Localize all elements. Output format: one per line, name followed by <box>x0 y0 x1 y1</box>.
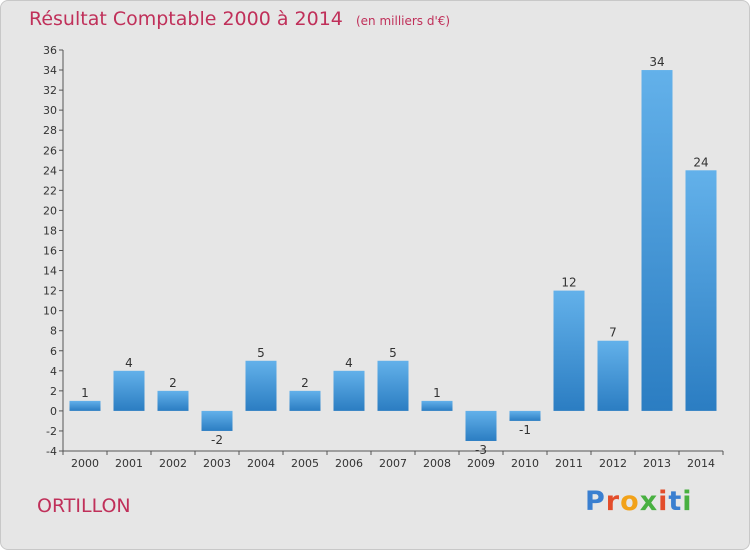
y-tick-label: -2 <box>46 425 57 438</box>
data-label: 2 <box>169 376 177 390</box>
y-tick-label: 26 <box>43 144 57 157</box>
bar <box>553 290 585 411</box>
y-tick-label: 16 <box>43 245 57 258</box>
y-tick-label: -4 <box>46 445 57 458</box>
bar <box>157 390 189 411</box>
bar <box>421 400 453 411</box>
brand-logo-letter: P <box>585 486 606 517</box>
y-tick-label: 18 <box>43 224 57 237</box>
y-tick-label: 14 <box>43 265 57 278</box>
x-tick-label: 2010 <box>511 457 539 470</box>
chart-subtitle: (en milliers d'€) <box>355 14 451 28</box>
bar <box>113 370 145 411</box>
bar <box>509 410 541 421</box>
data-label: -2 <box>211 433 223 447</box>
x-tick-label: 2013 <box>643 457 671 470</box>
x-tick-label: 2005 <box>291 457 319 470</box>
data-label: 34 <box>649 55 664 69</box>
y-tick-label: 32 <box>43 84 57 97</box>
y-tick-label: 2 <box>50 385 57 398</box>
y-tick-label: 30 <box>43 104 57 117</box>
x-tick-label: 2003 <box>203 457 231 470</box>
x-tick-label: 2002 <box>159 457 187 470</box>
bar <box>641 70 673 411</box>
x-tick-label: 2004 <box>247 457 275 470</box>
data-label: 12 <box>561 276 576 290</box>
y-tick-label: 10 <box>43 305 57 318</box>
data-label: 4 <box>125 356 133 370</box>
bar <box>69 400 101 411</box>
brand-logo-letter: t <box>668 486 683 517</box>
bars <box>69 70 717 441</box>
data-label: 24 <box>693 155 708 169</box>
brand-logo: Proxiti <box>585 486 693 517</box>
x-tick-label: 2006 <box>335 457 363 470</box>
bar <box>377 360 409 411</box>
x-tick-label: 2000 <box>71 457 99 470</box>
data-label: 7 <box>609 326 617 340</box>
y-tick-label: 36 <box>43 44 57 57</box>
data-label: 2 <box>301 376 309 390</box>
y-tick-label: 22 <box>43 184 57 197</box>
brand-logo-letter: x <box>639 486 659 517</box>
brand-logo-letter: o <box>620 486 640 517</box>
y-tick-label: 4 <box>50 365 57 378</box>
bar <box>289 390 321 411</box>
x-tick-label: 2007 <box>379 457 407 470</box>
brand-logo-letter: i <box>682 486 693 517</box>
title-row: Résultat Comptable 2000 à 2014 (en milli… <box>29 8 450 30</box>
commune-name: ORTILLON <box>37 495 131 517</box>
y-tick-label: 20 <box>43 204 57 217</box>
data-label: 5 <box>389 346 397 360</box>
x-tick-label: 2001 <box>115 457 143 470</box>
y-tick-label: 34 <box>43 64 57 77</box>
y-tick-label: 0 <box>50 405 57 418</box>
data-label: 1 <box>81 386 89 400</box>
data-label: 1 <box>433 386 441 400</box>
bar <box>597 340 629 411</box>
data-label: -3 <box>475 443 487 457</box>
y-tick-label: 6 <box>50 345 57 358</box>
y-tick-label: 8 <box>50 325 57 338</box>
bar <box>333 370 365 411</box>
x-tick-label: 2012 <box>599 457 627 470</box>
bar <box>685 170 717 411</box>
y-tick-label: 12 <box>43 285 57 298</box>
x-tick-label: 2009 <box>467 457 495 470</box>
x-tick-label: 2008 <box>423 457 451 470</box>
x-tick-label: 2014 <box>687 457 715 470</box>
axes: -4-2024681012141618202224262830323436200… <box>43 44 724 470</box>
bar <box>245 360 277 411</box>
data-label: 5 <box>257 346 265 360</box>
bar <box>201 410 233 431</box>
brand-logo-letter: i <box>658 486 669 517</box>
data-label: 4 <box>345 356 353 370</box>
brand-logo-letter: r <box>605 486 621 517</box>
x-tick-label: 2011 <box>555 457 583 470</box>
data-label: -1 <box>519 423 531 437</box>
bar <box>465 410 497 441</box>
y-tick-label: 28 <box>43 124 57 137</box>
chart-title: Résultat Comptable 2000 à 2014 <box>29 8 343 30</box>
y-tick-label: 24 <box>43 164 57 177</box>
